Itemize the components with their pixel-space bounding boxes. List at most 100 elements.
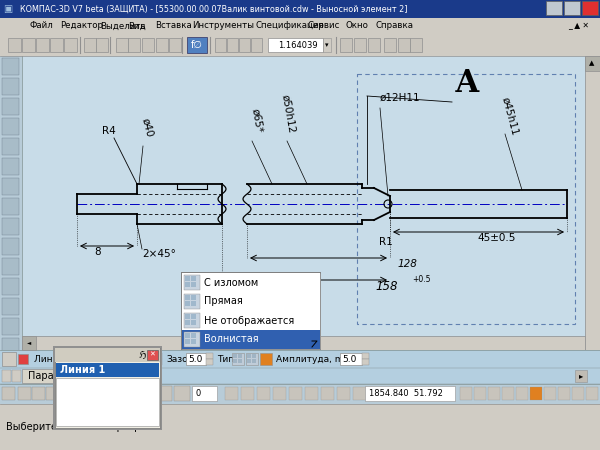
Bar bbox=[321, 387, 334, 400]
Bar bbox=[22, 369, 92, 383]
Bar bbox=[337, 387, 350, 400]
Bar bbox=[268, 38, 323, 52]
Text: Справка: Справка bbox=[375, 22, 413, 31]
Bar bbox=[2, 298, 19, 315]
Bar bbox=[251, 38, 262, 52]
Text: Окно: Окно bbox=[345, 22, 368, 31]
Bar bbox=[185, 301, 190, 306]
Bar bbox=[0, 384, 600, 404]
Text: Волнистая: Волнистая bbox=[204, 334, 259, 345]
Bar bbox=[215, 38, 226, 52]
Text: 128: 128 bbox=[397, 259, 417, 269]
Bar bbox=[18, 387, 31, 400]
Text: <<: << bbox=[100, 355, 114, 364]
Text: ø45h11: ø45h11 bbox=[500, 96, 520, 136]
Bar bbox=[246, 353, 258, 365]
Text: Амплитуда, max: Амплитуда, max bbox=[276, 355, 355, 364]
Bar bbox=[323, 38, 331, 52]
Bar bbox=[572, 387, 584, 400]
Bar bbox=[2, 58, 19, 75]
Bar bbox=[2, 138, 19, 155]
Text: Не отображается: Не отображается bbox=[204, 315, 294, 325]
Bar bbox=[191, 301, 196, 306]
Bar bbox=[169, 38, 181, 52]
Text: 2×45°: 2×45° bbox=[142, 249, 176, 259]
Text: 0.0: 0.0 bbox=[133, 355, 148, 364]
Text: Спецификация: Спецификация bbox=[255, 22, 323, 31]
Bar bbox=[2, 198, 19, 215]
Bar bbox=[2, 370, 11, 382]
Text: 158: 158 bbox=[376, 279, 398, 292]
Bar bbox=[289, 387, 302, 400]
Bar bbox=[544, 387, 556, 400]
Bar bbox=[2, 258, 19, 275]
Bar bbox=[155, 353, 162, 359]
Bar bbox=[585, 56, 600, 71]
Bar bbox=[22, 336, 585, 350]
Bar bbox=[55, 348, 160, 362]
Bar bbox=[64, 38, 77, 52]
Bar bbox=[186, 353, 206, 365]
Bar bbox=[384, 38, 396, 52]
Text: Выделить: Выделить bbox=[100, 22, 146, 31]
Text: Вставка: Вставка bbox=[155, 22, 192, 31]
Bar bbox=[233, 359, 237, 363]
Bar bbox=[22, 56, 600, 336]
Bar bbox=[191, 339, 196, 344]
Bar bbox=[55, 348, 160, 428]
Text: 2: 2 bbox=[131, 388, 136, 397]
Text: ø12H11: ø12H11 bbox=[380, 93, 421, 103]
Bar bbox=[0, 34, 600, 56]
Bar bbox=[191, 276, 196, 281]
Bar bbox=[232, 353, 244, 365]
Bar bbox=[12, 370, 21, 382]
Bar bbox=[22, 38, 35, 52]
Text: f∅: f∅ bbox=[191, 40, 203, 50]
Bar bbox=[238, 354, 242, 358]
Bar bbox=[206, 359, 213, 365]
Bar bbox=[252, 354, 256, 358]
Text: ø65*: ø65* bbox=[250, 108, 264, 134]
Bar bbox=[130, 353, 155, 365]
Bar bbox=[2, 387, 15, 400]
Bar bbox=[2, 178, 19, 195]
Bar bbox=[185, 282, 190, 287]
Bar bbox=[185, 295, 190, 300]
Bar bbox=[185, 333, 190, 338]
Bar bbox=[460, 387, 472, 400]
Bar bbox=[368, 38, 380, 52]
Text: Файл: Файл bbox=[30, 22, 54, 31]
Text: Тип: Тип bbox=[217, 355, 234, 364]
Bar bbox=[0, 0, 600, 18]
Bar bbox=[185, 320, 190, 325]
Bar bbox=[60, 386, 85, 401]
Bar bbox=[0, 56, 22, 390]
Bar bbox=[0, 18, 600, 34]
Bar bbox=[191, 314, 196, 319]
Bar bbox=[2, 318, 19, 335]
Text: Вид: Вид bbox=[128, 22, 146, 31]
Bar bbox=[586, 387, 598, 400]
Text: ▲: ▲ bbox=[589, 60, 595, 66]
Text: 1.164039: 1.164039 bbox=[278, 40, 317, 50]
Bar bbox=[273, 387, 286, 400]
Bar bbox=[174, 386, 190, 401]
Bar bbox=[185, 276, 190, 281]
Bar bbox=[227, 38, 238, 52]
Bar bbox=[184, 332, 200, 347]
Bar bbox=[142, 38, 154, 52]
Bar bbox=[46, 387, 59, 400]
Bar bbox=[22, 336, 36, 350]
Bar bbox=[147, 350, 158, 360]
Bar bbox=[247, 354, 251, 358]
Text: Линия 1: Линия 1 bbox=[60, 365, 105, 375]
Bar bbox=[2, 378, 19, 395]
Text: 5.0: 5.0 bbox=[63, 388, 76, 397]
Bar bbox=[354, 38, 366, 52]
Bar bbox=[353, 387, 366, 400]
Bar bbox=[182, 273, 320, 349]
Text: R4: R4 bbox=[102, 126, 116, 136]
Bar bbox=[49, 38, 62, 52]
Bar bbox=[53, 346, 162, 430]
Bar bbox=[155, 359, 162, 365]
